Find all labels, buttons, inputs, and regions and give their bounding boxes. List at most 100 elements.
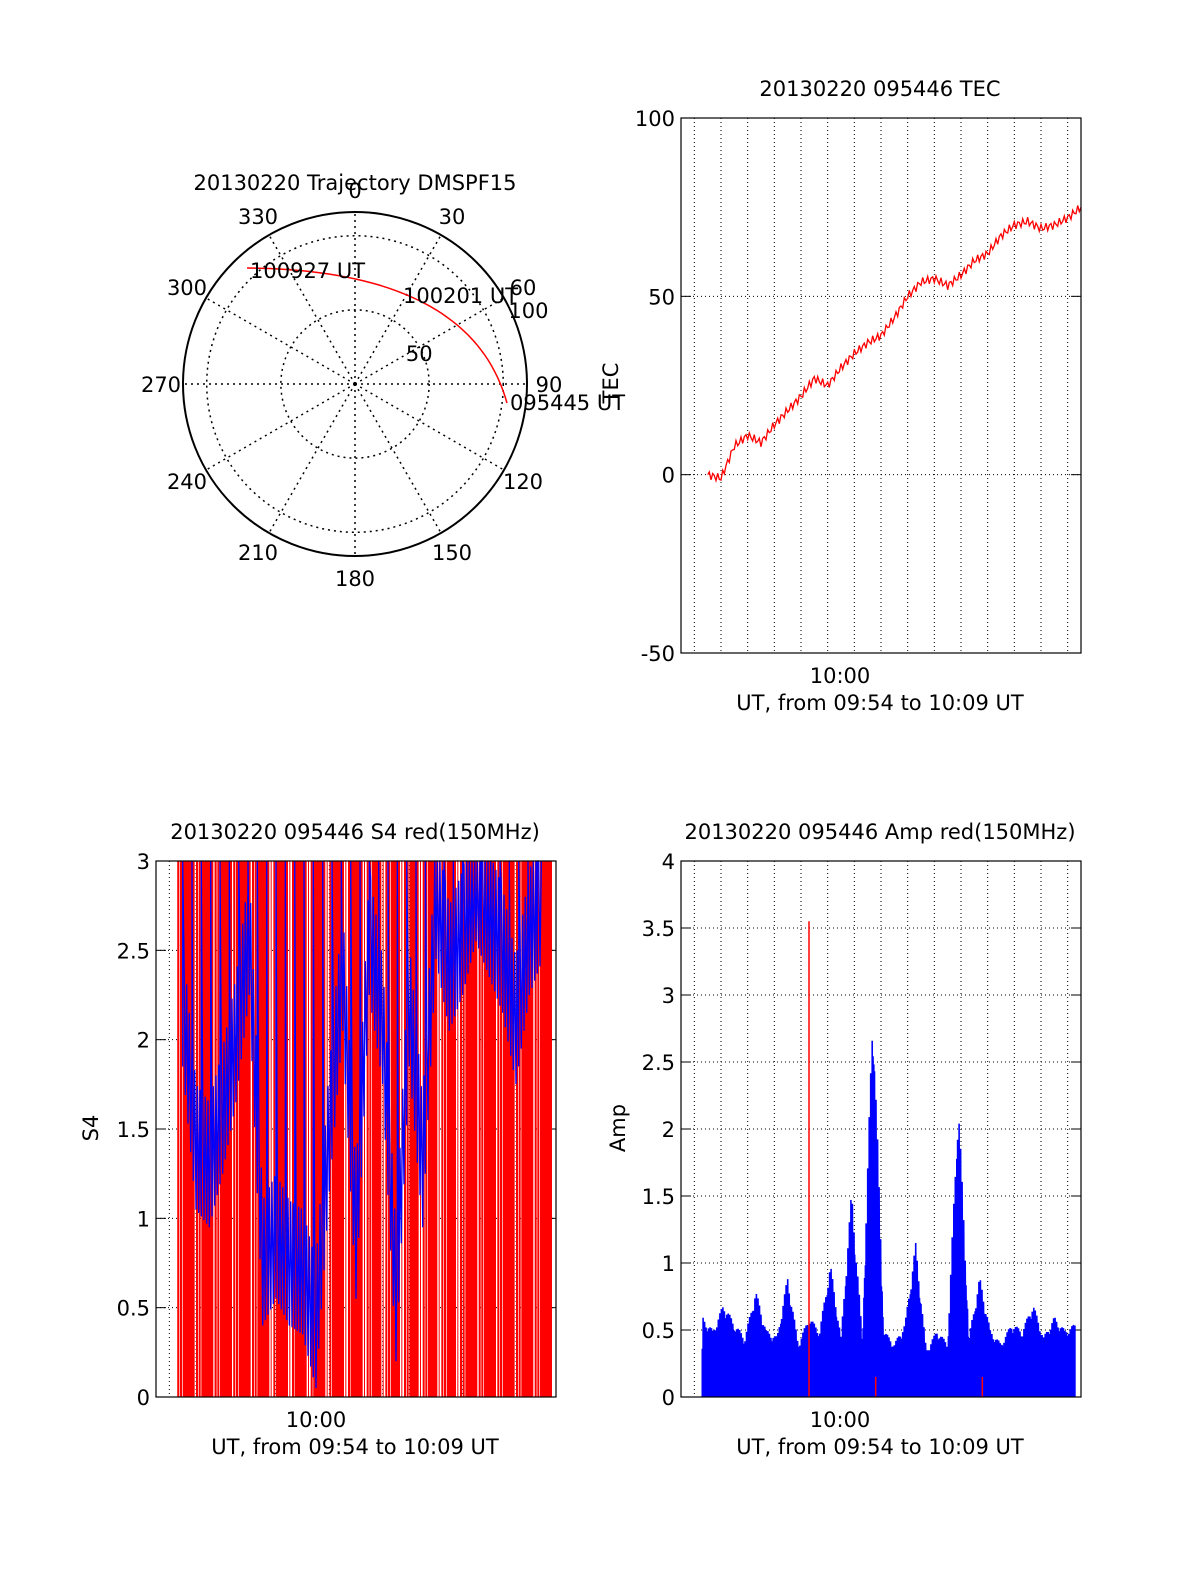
s4-red-bar bbox=[337, 861, 342, 1397]
polar-grid bbox=[182, 211, 528, 557]
s4-red-bar bbox=[316, 861, 319, 1397]
s4-y-tick-label: 0.5 bbox=[117, 1297, 150, 1321]
s4-red-bar bbox=[273, 861, 276, 1397]
s4-red-bar bbox=[449, 861, 454, 1397]
s4-red-bar bbox=[489, 861, 494, 1397]
s4-red-bar bbox=[238, 861, 242, 1397]
amp-frame bbox=[680, 860, 1082, 1398]
s4-panel: 20130220 095446 S4 red(150MHz) 0 0.5 1 1.5 2… bbox=[79, 820, 557, 1459]
s4-red-bar bbox=[246, 861, 251, 1397]
s4-red-bar bbox=[260, 861, 263, 1397]
s4-blue-line bbox=[182, 860, 542, 1389]
polar-angle-label: 0 bbox=[348, 179, 361, 203]
s4-red-bar bbox=[270, 861, 272, 1397]
s4-red-bar bbox=[542, 861, 546, 1397]
s4-red-bar bbox=[281, 861, 286, 1397]
s4-red-bar bbox=[222, 861, 226, 1397]
polar-spoke bbox=[268, 383, 356, 534]
s4-red-bar bbox=[516, 861, 518, 1397]
polar-angle-label: 330 bbox=[238, 205, 278, 229]
s4-red-bar bbox=[526, 861, 531, 1397]
s4-red-bar bbox=[532, 861, 533, 1397]
amp-y-tick-label: 3.5 bbox=[642, 917, 675, 941]
s4-y-tick-label: 1 bbox=[137, 1207, 150, 1231]
s4-plot-area: 0 0.5 1 1.5 2 2.5 3 bbox=[117, 850, 557, 1410]
polar-radial-label: 100 bbox=[508, 299, 548, 323]
s4-red-bar bbox=[244, 861, 248, 1397]
s4-red-bar bbox=[505, 861, 509, 1397]
s4-red-bar bbox=[297, 861, 301, 1397]
s4-red-bar bbox=[457, 861, 459, 1397]
s4-red-bar bbox=[494, 861, 496, 1397]
s4-red-bar bbox=[486, 861, 490, 1397]
s4-red-bar bbox=[353, 861, 357, 1397]
s4-red-bar bbox=[382, 861, 384, 1397]
s4-red-bar bbox=[430, 861, 435, 1397]
s4-red-bar bbox=[500, 861, 502, 1397]
s4-red-bar bbox=[393, 861, 398, 1397]
polar-angle-label: 90 bbox=[536, 373, 563, 397]
polar-time-label: 095445 UT bbox=[510, 391, 625, 415]
s4-red-bar bbox=[540, 861, 543, 1397]
s4-y-tick-label: 2.5 bbox=[117, 939, 150, 963]
s4-y-axis-label: S4 bbox=[79, 1115, 103, 1142]
s4-red-bar bbox=[236, 861, 238, 1397]
amp-y-tick-label: 0.5 bbox=[642, 1319, 675, 1343]
s4-red-bar bbox=[438, 861, 440, 1397]
s4-red-bar bbox=[473, 861, 475, 1397]
s4-red-bar bbox=[497, 861, 500, 1397]
s4-red-bar bbox=[428, 861, 431, 1397]
s4-red-bar bbox=[492, 861, 496, 1397]
s4-red-bar bbox=[310, 861, 313, 1397]
s4-red-bar bbox=[377, 861, 382, 1397]
s4-red-bar bbox=[324, 861, 325, 1397]
polar-title: 20130220 Trajectory DMSPF15 bbox=[193, 171, 516, 195]
s4-red-bar bbox=[510, 861, 515, 1397]
s4-red-bar bbox=[524, 861, 527, 1397]
polar-ring-50 bbox=[280, 309, 430, 459]
amp-plot-area: 0 0.5 1 1.5 2 2.5 3 3.5 4 bbox=[642, 850, 1082, 1410]
s4-red-bar bbox=[462, 861, 465, 1397]
s4-red-bar bbox=[521, 861, 525, 1397]
tec-plot-area: -50 0 50 100 bbox=[635, 107, 1082, 666]
polar-time-label: 100927 UT bbox=[250, 259, 365, 283]
s4-red-bar bbox=[268, 861, 269, 1397]
polar-angle-label: 150 bbox=[432, 541, 472, 565]
s4-red-bar bbox=[513, 861, 515, 1397]
polar-panel: 20130220 Trajectory DMSPF15 0 30 60 90 120 15… bbox=[141, 171, 625, 591]
tec-x-tick-label: 10:00 bbox=[810, 664, 871, 688]
amp-y-tick-label: 1.5 bbox=[642, 1185, 675, 1209]
polar-angle-label: 180 bbox=[335, 567, 375, 591]
s4-red-bar bbox=[446, 861, 450, 1397]
polar-spoke bbox=[354, 297, 505, 385]
s4-red-bar bbox=[481, 861, 484, 1397]
s4-red-bar bbox=[332, 861, 335, 1397]
s4-red-bar bbox=[300, 861, 304, 1397]
s4-red-bar bbox=[473, 861, 478, 1397]
polar-track: 095445 UT 100201 UT 100927 UT bbox=[246, 259, 625, 415]
polar-spoke bbox=[205, 383, 356, 471]
s4-y-tick-label: 1.5 bbox=[117, 1118, 150, 1142]
s4-red-bar bbox=[492, 861, 493, 1397]
s4-x-tick-label: 10:00 bbox=[286, 1408, 347, 1432]
polar-spoke bbox=[354, 383, 505, 471]
s4-red-bar bbox=[292, 861, 294, 1397]
polar-time-label: 100201 UT bbox=[403, 284, 518, 308]
s4-red-bar bbox=[508, 861, 512, 1397]
amp-blue-series bbox=[701, 1040, 1076, 1398]
s4-red-bar bbox=[452, 861, 456, 1397]
s4-red-bar bbox=[390, 861, 394, 1397]
amp-y-tick-label: 2 bbox=[662, 1118, 675, 1142]
s4-red-bar bbox=[262, 861, 267, 1397]
amp-y-tick-label: 2.5 bbox=[642, 1051, 675, 1075]
s4-red-bar bbox=[380, 861, 381, 1397]
s4-red-bar bbox=[182, 861, 186, 1397]
polar-angle-label: 210 bbox=[238, 541, 278, 565]
polar-spoke bbox=[354, 234, 442, 385]
polar-angle-label: 270 bbox=[141, 373, 181, 397]
s4-red-bar bbox=[345, 861, 347, 1397]
s4-red-bar bbox=[550, 861, 552, 1397]
s4-red-bar bbox=[548, 861, 552, 1397]
s4-red-bar bbox=[534, 861, 537, 1397]
